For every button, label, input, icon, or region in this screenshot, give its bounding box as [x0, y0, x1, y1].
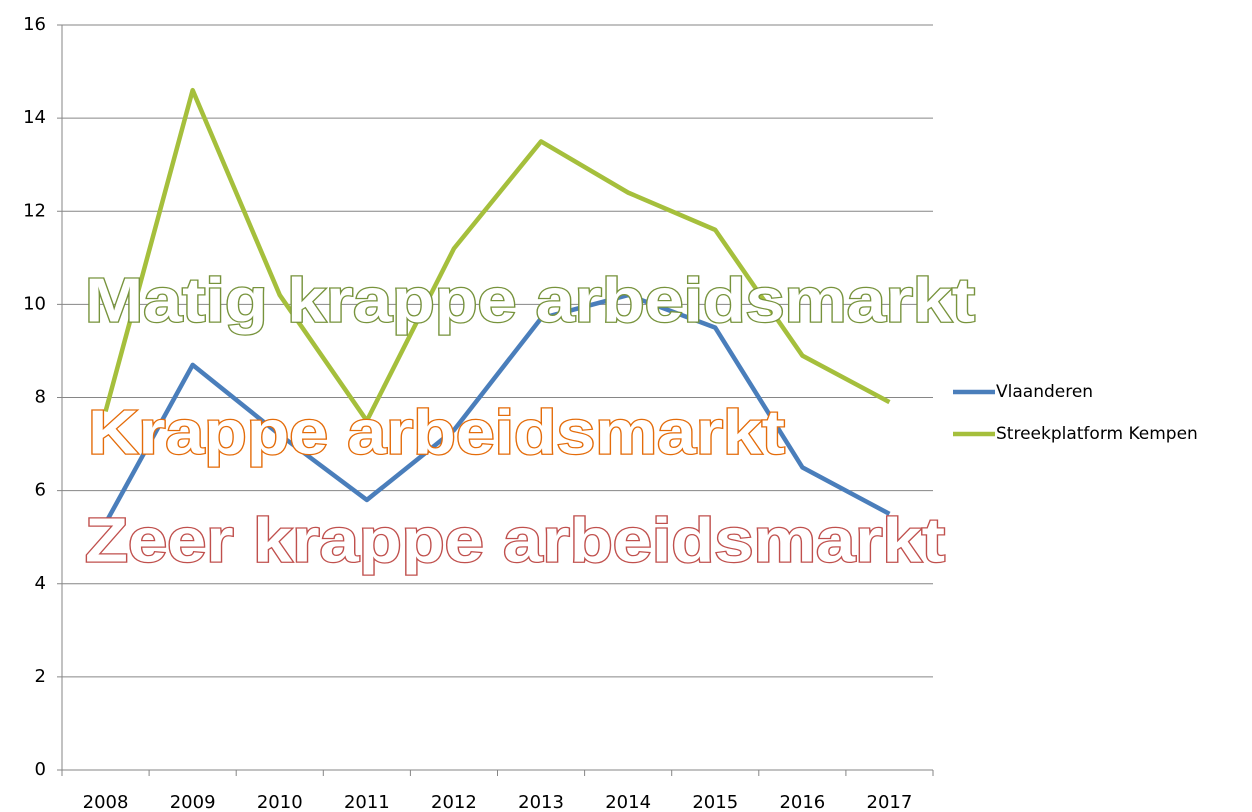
x-tick-label: 2013 — [518, 792, 564, 812]
y-tick-label: 8 — [35, 387, 46, 408]
x-tick-label: 2015 — [692, 792, 738, 812]
y-tick-label: 14 — [23, 107, 46, 128]
y-tick-label: 2 — [35, 666, 46, 687]
annotation: Matig krappe arbeidsmarkt — [85, 266, 975, 335]
y-tick-label: 10 — [23, 293, 46, 314]
y-tick-label: 0 — [35, 759, 46, 780]
x-tick-label: 2012 — [431, 792, 477, 812]
x-tick-label: 2017 — [867, 792, 913, 812]
x-tick-label: 2011 — [344, 792, 390, 812]
annotation: Krappe arbeidsmarkt — [88, 398, 785, 467]
series-line — [103, 87, 891, 424]
legend-label: Streekplatform Kempen — [996, 424, 1198, 444]
y-tick-label: 4 — [35, 573, 46, 594]
y-tick-label: 12 — [23, 200, 46, 221]
x-tick-label: 2010 — [257, 792, 303, 812]
y-tick-label: 6 — [35, 480, 46, 501]
x-tick-label: 2008 — [83, 792, 129, 812]
annotation: Zeer krappe arbeidsmarkt — [85, 506, 945, 575]
y-tick-label: 16 — [23, 14, 46, 35]
series-line — [103, 292, 891, 525]
x-tick-label: 2016 — [779, 792, 825, 812]
x-tick-label: 2009 — [170, 792, 216, 812]
legend-label: Vlaanderen — [996, 382, 1093, 402]
x-tick-label: 2014 — [605, 792, 651, 812]
